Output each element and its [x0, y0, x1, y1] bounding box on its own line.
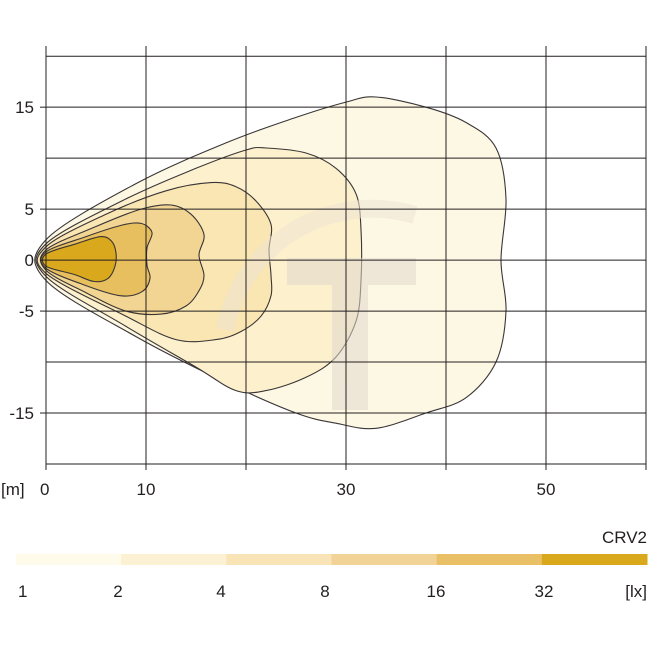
scale-swatch-4lx	[226, 554, 332, 565]
scale-swatch-8lx	[331, 554, 438, 565]
x-tick-label: 50	[537, 480, 556, 499]
x-tick-label: 10	[137, 480, 156, 499]
isolux-contours	[34, 96, 507, 430]
scale-label-8: 8	[320, 582, 329, 601]
y-tick-label: 15	[15, 98, 34, 117]
scale-swatch-1lx	[16, 554, 122, 565]
x-tick-label: 30	[337, 480, 356, 499]
legend-unit: [lx]	[625, 582, 647, 601]
x-tick-label: 0	[40, 480, 49, 499]
legend-name: CRV2	[602, 528, 647, 547]
scale-label-16: 16	[427, 582, 446, 601]
lux-color-scale: 1 2 4 8 16 32	[16, 554, 648, 601]
scale-label-4: 4	[216, 582, 225, 601]
y-tick-label: 0	[25, 251, 34, 270]
scale-swatch-2lx	[121, 554, 227, 565]
y-tick-label: -15	[9, 404, 34, 423]
y-tick-label: -5	[19, 302, 34, 321]
isolux-contour-32lx	[41, 236, 117, 283]
scale-label-32: 32	[535, 582, 554, 601]
scale-swatch-32lx	[541, 554, 648, 565]
grid	[45, 46, 647, 465]
scale-swatch-16lx	[436, 554, 543, 565]
y-tick-label: 5	[25, 200, 34, 219]
scale-label-2: 2	[113, 582, 122, 601]
x-unit-label: [m]	[1, 480, 25, 499]
scale-label-1: 1	[18, 582, 27, 601]
